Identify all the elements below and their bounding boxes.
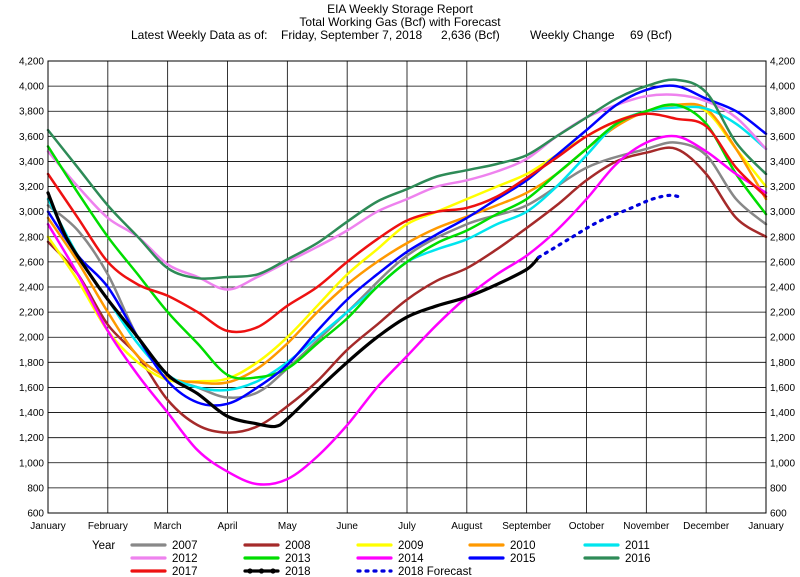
series-line-2016 (46, 78, 768, 280)
y-tick-label-left: 1,800 (19, 358, 44, 369)
y-tick-label-right: 2,800 (770, 232, 795, 243)
y-tick-label-right: 800 (770, 483, 787, 494)
series-line-2017 (46, 112, 768, 334)
legend-label: 2007 (172, 540, 198, 552)
legend-label: 2008 (285, 540, 311, 552)
series-line-2012 (46, 93, 768, 291)
x-axis: January February March April May June July Augu… (30, 521, 784, 532)
y-tick-label-left: 3,600 (19, 132, 44, 143)
x-tick-label: August (451, 521, 482, 532)
x-tick-label: April (217, 521, 237, 532)
y-tick-label-right: 3,800 (770, 107, 795, 118)
legend-heading: Year (92, 540, 115, 552)
latest-data-value: 2,636 (Bcf) (441, 28, 500, 42)
legend-label: 2014 (398, 553, 424, 565)
y-tick-label-right: 600 (770, 509, 787, 520)
x-tick-label: June (336, 521, 358, 532)
legend-label: 2017 (172, 566, 198, 577)
legend-marker (247, 568, 253, 574)
weekly-change-value: 69 (Bcf) (630, 28, 673, 42)
latest-data-date: Friday, September 7, 2018 (281, 28, 423, 42)
x-tick-label: July (398, 521, 416, 532)
chart-grid (47, 60, 767, 514)
y-tick-label-right: 2,400 (770, 283, 795, 294)
latest-data-label: Latest Weekly Data as of: (131, 28, 268, 42)
x-tick-label: May (278, 521, 297, 532)
series-line-2013 (46, 103, 768, 380)
y-tick-label-left: 2,600 (19, 257, 44, 268)
y-tick-label-left: 1,200 (19, 433, 44, 444)
y-tick-label-right: 2,600 (770, 257, 795, 268)
legend-label: 2016 (625, 553, 651, 565)
y-tick-label-right: 2,200 (770, 308, 795, 319)
legend-label: 2010 (510, 540, 536, 552)
y-tick-label-right: 1,800 (770, 358, 795, 369)
y-tick-label-right: 3,000 (770, 207, 795, 218)
y-tick-label-left: 3,200 (19, 182, 44, 193)
y-tick-label-left: 2,200 (19, 308, 44, 319)
y-tick-label-right: 4,200 (770, 57, 795, 68)
x-tick-label: September (502, 521, 552, 532)
series-line-2015 (46, 84, 768, 407)
legend-label: 2018 (285, 566, 311, 577)
y-tick-label-left: 3,400 (19, 157, 44, 168)
x-tick-label: December (683, 521, 730, 532)
legend-label: 2018 Forecast (398, 566, 472, 577)
series-line-2008 (46, 146, 768, 434)
legend-label: 2015 (510, 553, 536, 565)
y-tick-label-left: 4,000 (19, 82, 44, 93)
legend-label: 2013 (285, 553, 311, 565)
x-tick-label: March (154, 521, 182, 532)
y-tick-label-left: 3,000 (19, 207, 44, 218)
y-tick-label-left: 1,000 (19, 458, 44, 469)
y-tick-label-left: 3,800 (19, 107, 44, 118)
y-tick-label-left: 800 (27, 483, 44, 494)
y-tick-label-right: 1,600 (770, 383, 795, 394)
y-tick-label-right: 3,400 (770, 157, 795, 168)
y-axis-right: 600 800 1,000 1,200 1,400 1,600 1,800 2,000 2,20… (770, 57, 795, 520)
y-tick-label-left: 2,000 (19, 333, 44, 344)
legend-label: 2009 (398, 540, 424, 552)
y-tick-label-right: 3,600 (770, 132, 795, 143)
series-line-2018 (46, 191, 541, 429)
series-line-2014 (46, 134, 768, 486)
y-tick-label-right: 2,000 (770, 333, 795, 344)
x-tick-label: January (30, 521, 66, 532)
x-tick-label: January (748, 521, 784, 532)
x-tick-label: November (623, 521, 670, 532)
y-tick-label-right: 1,000 (770, 458, 795, 469)
y-tick-label-right: 1,200 (770, 433, 795, 444)
report-subtitle: Total Working Gas (Bcf) with Forecast (299, 15, 501, 29)
y-tick-label-left: 1,600 (19, 383, 44, 394)
y-axis-left: 600 800 1,000 1,200 1,400 1,600 1,800 2,000 2,20… (19, 57, 44, 520)
y-tick-label-left: 2,400 (19, 283, 44, 294)
legend-marker (270, 568, 276, 574)
y-tick-label-right: 1,400 (770, 408, 795, 419)
legend-label: 2011 (625, 540, 650, 552)
report-title: EIA Weekly Storage Report (327, 2, 473, 16)
y-tick-label-right: 3,200 (770, 182, 795, 193)
latest-data-line: Latest Weekly Data as of: Friday, Septem… (0, 28, 800, 44)
series-line-2018-forecast (537, 193, 684, 259)
legend-label: 2012 (172, 553, 198, 565)
y-tick-label-left: 4,200 (19, 57, 44, 68)
y-tick-label-left: 2,800 (19, 232, 44, 243)
x-tick-label: October (569, 521, 605, 532)
plot-border (47, 60, 767, 514)
legend-marker (258, 568, 265, 574)
x-tick-label: February (88, 521, 128, 532)
y-tick-label-left: 1,400 (19, 408, 44, 419)
series-layer (46, 78, 768, 486)
y-tick-label-left: 600 (27, 509, 44, 520)
weekly-change-label: Weekly Change (530, 28, 615, 42)
y-tick-label-right: 4,000 (770, 82, 795, 93)
report-header: EIA Weekly Storage Report Total Working … (0, 0, 800, 44)
